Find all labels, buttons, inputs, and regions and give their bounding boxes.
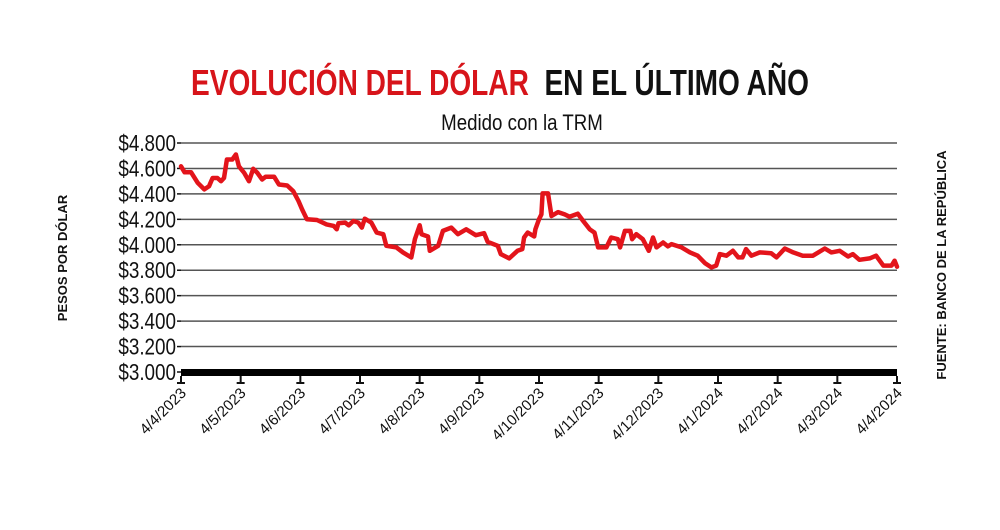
- y-tick-label: $3.400: [118, 309, 176, 334]
- x-tick-label: 4/4/2024: [853, 385, 906, 438]
- y-axis-ticks: $4.800$4.600$4.400$4.200$4.000$3.800$3.6…: [118, 131, 181, 385]
- x-tick-label: 4/8/2023: [375, 385, 428, 438]
- source-label: FUENTE: BANCO DE LA REPÚBLICA: [934, 150, 949, 380]
- chart-title: EVOLUCIÓN DEL DÓLAR EN EL ÚLTIMO AÑO: [191, 63, 809, 103]
- x-axis-ticks: 4/4/2023 4/5/2023 4/6/2023 4/7/2023 4/8/2023…: [137, 376, 906, 444]
- x-tick-label: 4/1/2024: [674, 385, 727, 438]
- x-tick-label: 4/10/2023: [489, 385, 548, 444]
- y-tick-label: $4.600: [118, 157, 176, 182]
- x-tick-label: 4/7/2023: [316, 385, 369, 438]
- x-tick-label: 4/9/2023: [435, 385, 488, 438]
- x-tick-label: 4/11/2023: [549, 385, 607, 443]
- series-line-trm: [178, 152, 900, 270]
- x-tick-label: 4/2/2024: [733, 385, 786, 438]
- chart-subtitle: Medido con la TRM: [441, 112, 603, 136]
- chart-title-accent: EVOLUCIÓN DEL DÓLAR: [191, 63, 529, 103]
- x-tick-label: 4/3/2024: [793, 385, 846, 438]
- y-axis-label: PESOS POR DÓLAR: [55, 194, 70, 321]
- x-tick-label: 4/12/2023: [608, 385, 667, 444]
- gridlines: [181, 142, 897, 348]
- x-tick-label: 4/5/2023: [196, 385, 249, 438]
- y-tick-label: $4.400: [118, 182, 176, 207]
- y-tick-label: $3.200: [118, 335, 176, 360]
- chart-title-rest: EN EL ÚLTIMO AÑO: [544, 63, 809, 103]
- y-tick-label: $4.200: [118, 208, 176, 233]
- x-tick-label: 4/4/2023: [137, 385, 190, 438]
- y-tick-label: $3.000: [118, 360, 176, 385]
- y-tick-label: $3.800: [118, 259, 176, 284]
- y-tick-label: $4.800: [118, 131, 176, 156]
- y-tick-label: $3.600: [118, 284, 176, 309]
- x-axis-baseline: [181, 369, 897, 376]
- x-tick-label: 4/6/2023: [256, 385, 309, 438]
- y-tick-label: $4.000: [118, 233, 176, 258]
